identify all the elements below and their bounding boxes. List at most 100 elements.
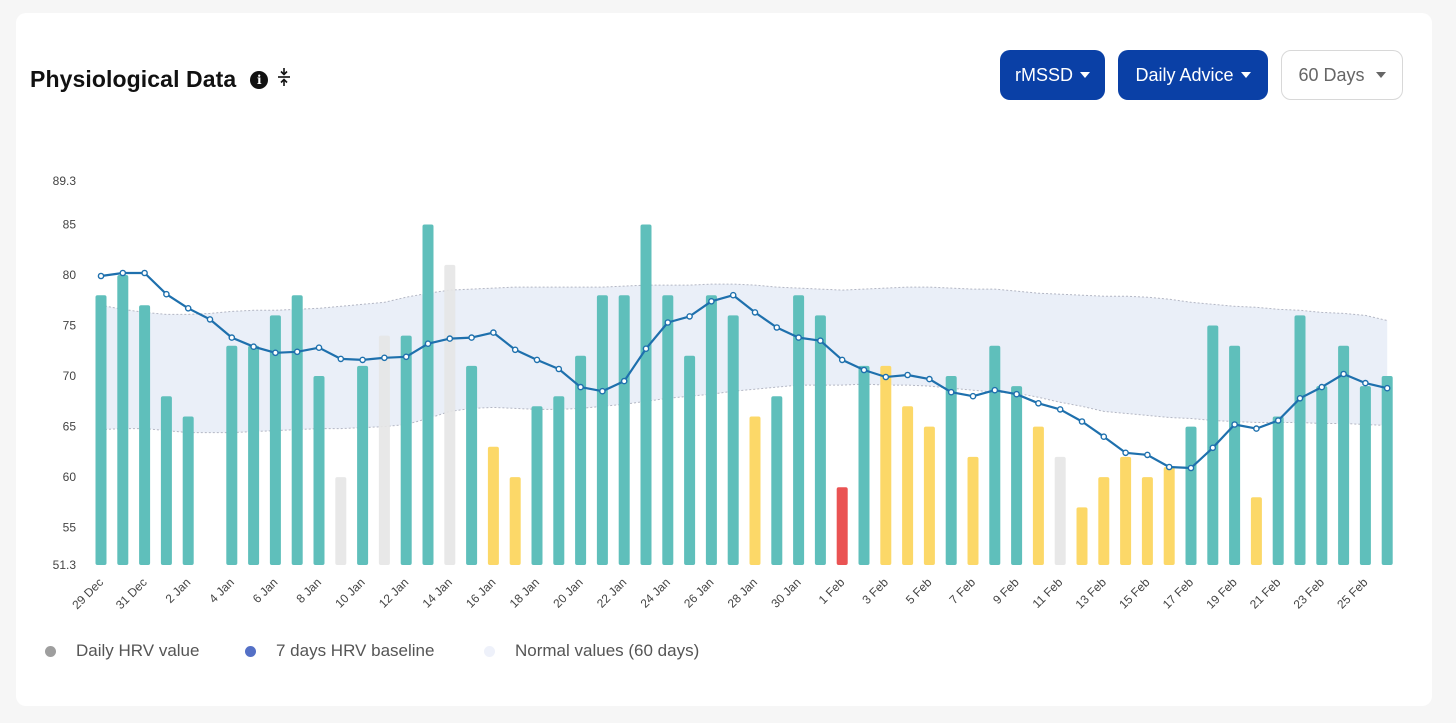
baseline-point[interactable] bbox=[533, 356, 541, 364]
baseline-point[interactable] bbox=[1362, 379, 1369, 387]
baseline-point[interactable] bbox=[381, 354, 388, 362]
baseline-point[interactable] bbox=[1187, 464, 1195, 472]
hrv-bar[interactable] bbox=[139, 305, 151, 565]
baseline-point[interactable] bbox=[882, 373, 890, 381]
hrv-bar[interactable] bbox=[400, 335, 412, 565]
hrv-bar[interactable] bbox=[1381, 376, 1393, 565]
hrv-bar[interactable] bbox=[466, 365, 478, 565]
hrv-bar[interactable] bbox=[1185, 426, 1197, 565]
baseline-point[interactable] bbox=[337, 355, 345, 363]
baseline-point[interactable] bbox=[250, 343, 257, 351]
hrv-bar[interactable] bbox=[291, 295, 303, 565]
hrv-bar[interactable] bbox=[444, 264, 456, 565]
legend-item-normal[interactable]: Normal values (60 days) bbox=[484, 641, 699, 661]
baseline-point[interactable] bbox=[402, 353, 410, 361]
hrv-bar[interactable] bbox=[1076, 507, 1088, 565]
hrv-bar[interactable] bbox=[1098, 477, 1110, 565]
baseline-point[interactable] bbox=[926, 375, 933, 383]
hrv-bar[interactable] bbox=[1316, 386, 1328, 565]
baseline-point[interactable] bbox=[1122, 449, 1129, 457]
info-icon[interactable]: i bbox=[250, 70, 269, 89]
baseline-point[interactable] bbox=[620, 377, 628, 385]
hrv-bar[interactable] bbox=[923, 426, 935, 565]
hrv-bar[interactable] bbox=[509, 477, 521, 565]
hrv-bar[interactable] bbox=[335, 477, 347, 565]
hrv-bar[interactable] bbox=[248, 345, 260, 565]
baseline-point[interactable] bbox=[947, 388, 955, 396]
baseline-point[interactable] bbox=[511, 346, 519, 354]
baseline-point[interactable] bbox=[1035, 399, 1042, 407]
hrv-bar[interactable] bbox=[1120, 456, 1132, 565]
hrv-bar[interactable] bbox=[575, 355, 587, 565]
hrv-bar[interactable] bbox=[95, 295, 107, 565]
hrv-bar[interactable] bbox=[553, 396, 565, 565]
hrv-bar[interactable] bbox=[1163, 467, 1175, 565]
hrv-bar[interactable] bbox=[1294, 315, 1306, 565]
baseline-point[interactable] bbox=[1165, 463, 1173, 471]
hrv-bar[interactable] bbox=[531, 406, 543, 565]
baseline-point[interactable] bbox=[577, 383, 584, 391]
hrv-bar[interactable] bbox=[160, 396, 172, 565]
baseline-point[interactable] bbox=[184, 304, 192, 312]
hrv-bar[interactable] bbox=[793, 295, 805, 565]
baseline-point[interactable] bbox=[729, 291, 737, 299]
hrv-bar[interactable] bbox=[313, 376, 325, 565]
baseline-point[interactable] bbox=[97, 272, 105, 280]
hrv-bar[interactable] bbox=[1229, 345, 1241, 565]
hrv-bar[interactable] bbox=[945, 376, 957, 565]
hrv-bar[interactable] bbox=[749, 416, 761, 566]
baseline-point[interactable] bbox=[860, 366, 868, 374]
hrv-bar[interactable] bbox=[640, 224, 652, 566]
period-dropdown[interactable]: 60 Days bbox=[1281, 50, 1403, 100]
hrv-bar[interactable] bbox=[705, 295, 717, 565]
legend-item-baseline[interactable]: 7 days HRV baseline bbox=[245, 641, 434, 661]
baseline-point[interactable] bbox=[468, 334, 475, 341]
baseline-point[interactable] bbox=[904, 371, 911, 379]
baseline-point[interactable] bbox=[599, 387, 606, 395]
baseline-point[interactable] bbox=[272, 349, 279, 357]
hrv-bar[interactable] bbox=[1054, 456, 1066, 565]
hrv-bar[interactable] bbox=[662, 295, 674, 565]
baseline-point[interactable] bbox=[686, 313, 693, 320]
hrv-bar[interactable] bbox=[1032, 426, 1044, 565]
hrv-bar[interactable] bbox=[989, 345, 1001, 565]
baseline-point[interactable] bbox=[1274, 417, 1282, 424]
baseline-point[interactable] bbox=[1318, 383, 1326, 391]
baseline-point[interactable] bbox=[664, 319, 672, 326]
baseline-point[interactable] bbox=[1144, 451, 1151, 459]
hrv-bar[interactable] bbox=[1250, 497, 1262, 565]
hrv-bar[interactable] bbox=[1011, 386, 1023, 565]
hrv-bar[interactable] bbox=[1338, 345, 1350, 565]
baseline-point[interactable] bbox=[991, 386, 999, 394]
baseline-point[interactable] bbox=[1296, 394, 1304, 402]
baseline-point[interactable] bbox=[359, 356, 366, 364]
advice-dropdown[interactable]: Daily Advice bbox=[1118, 50, 1268, 100]
hrv-bar[interactable] bbox=[1141, 477, 1153, 565]
baseline-point[interactable] bbox=[708, 297, 715, 305]
baseline-point[interactable] bbox=[1340, 370, 1347, 378]
baseline-point[interactable] bbox=[1013, 390, 1020, 398]
hrv-bar[interactable] bbox=[967, 456, 979, 565]
hrv-bar[interactable] bbox=[422, 224, 434, 566]
baseline-point[interactable] bbox=[1078, 418, 1086, 425]
baseline-point[interactable] bbox=[751, 309, 759, 316]
baseline-point[interactable] bbox=[1383, 384, 1391, 392]
hrv-bar[interactable] bbox=[902, 406, 914, 565]
hrv-bar[interactable] bbox=[269, 315, 281, 565]
hrv-bar[interactable] bbox=[836, 487, 848, 565]
metric-dropdown[interactable]: rMSSD bbox=[1000, 50, 1105, 100]
baseline-point[interactable] bbox=[446, 335, 454, 342]
baseline-point[interactable] bbox=[1209, 444, 1217, 452]
legend-item-daily[interactable]: Daily HRV value bbox=[45, 641, 199, 661]
hrv-bar[interactable] bbox=[727, 315, 739, 565]
baseline-point[interactable] bbox=[642, 345, 650, 353]
baseline-point[interactable] bbox=[424, 340, 432, 348]
baseline-point[interactable] bbox=[969, 392, 977, 400]
hrv-bar[interactable] bbox=[117, 275, 129, 565]
hrv-bar[interactable] bbox=[378, 335, 390, 565]
baseline-point[interactable] bbox=[206, 316, 214, 323]
baseline-point[interactable] bbox=[293, 348, 301, 356]
baseline-point[interactable] bbox=[838, 356, 846, 364]
hrv-bar[interactable] bbox=[1359, 386, 1371, 565]
collapse-vertical-icon[interactable] bbox=[276, 67, 292, 92]
